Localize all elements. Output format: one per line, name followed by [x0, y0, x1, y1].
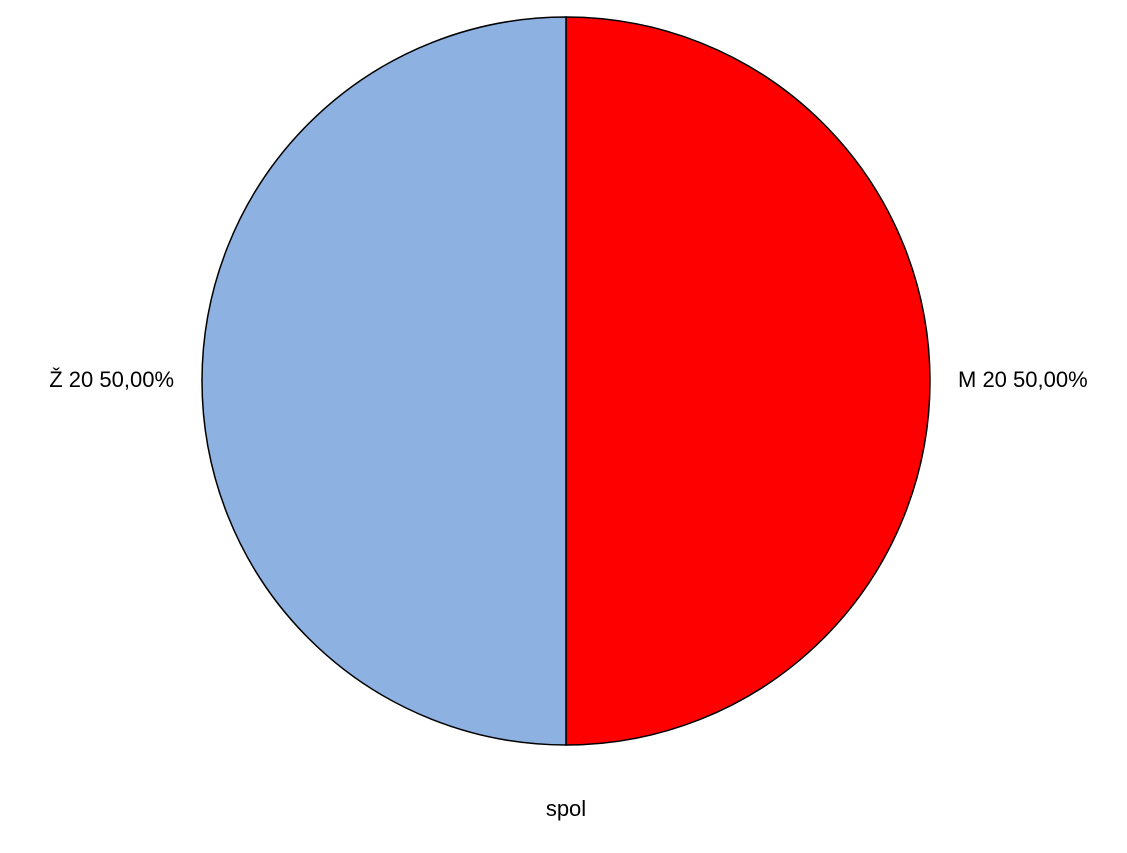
slice-label-z: Ž 20 50,00%	[49, 367, 174, 392]
pie-slice-z	[201, 16, 567, 746]
slice-label-m: M 20 50,00%	[958, 367, 1088, 392]
pie-slices	[201, 16, 931, 746]
x-axis-label: spol	[546, 796, 586, 821]
pie-labels: M 20 50,00% Ž 20 50,00%	[49, 367, 1087, 392]
pie-slice-m	[565, 16, 931, 746]
